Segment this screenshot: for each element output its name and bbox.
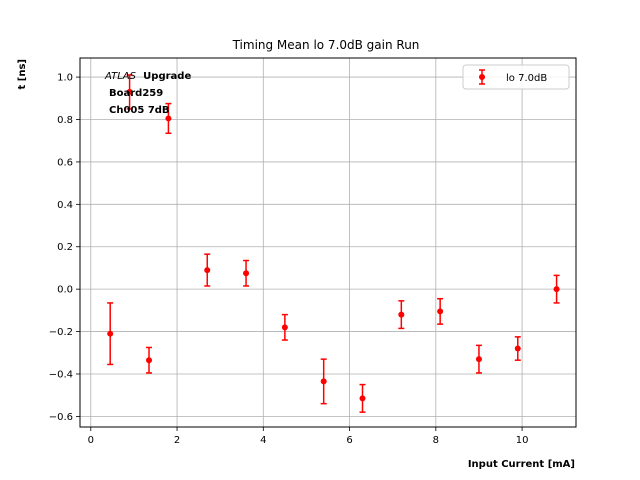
data-point [359, 395, 366, 402]
y-tick-label: 1.0 [57, 73, 73, 84]
atlas-label: ATLAS Upgrade [104, 71, 191, 82]
y-tick-label: −0.2 [49, 327, 73, 338]
y-tick-label: 0.2 [57, 242, 73, 253]
channel-label: Ch005 7dB [109, 105, 170, 116]
data-point [398, 311, 405, 318]
data-point [146, 357, 153, 364]
data-point [514, 345, 521, 352]
data-point [107, 330, 114, 337]
x-axis-label: Input Current [mA] [468, 459, 575, 470]
data-point [165, 115, 172, 122]
x-tick-label: 0 [88, 435, 94, 446]
data-point [243, 270, 250, 277]
chart-title: Timing Mean lo 7.0dB gain Run [232, 38, 420, 52]
upgrade-text: Upgrade [143, 71, 191, 82]
grid [80, 58, 576, 427]
board-label: Board259 [109, 88, 163, 99]
legend-box [462, 64, 570, 90]
data-point [204, 267, 211, 274]
data-point [281, 324, 288, 331]
x-tick-label: 2 [174, 435, 180, 446]
y-axis-label: t [ns] [17, 59, 28, 89]
x-tick-label: 6 [346, 435, 352, 446]
data-point [320, 378, 327, 385]
x-tick-label: 8 [433, 435, 439, 446]
x-tick-label: 4 [260, 435, 266, 446]
legend: lo 7.0dB [462, 64, 570, 90]
data-point [126, 88, 133, 95]
x-tick-label: 10 [516, 435, 529, 446]
y-ticks: −0.6 −0.4 −0.2 0.0 0.2 0.4 0.6 0.8 1.0 [49, 73, 80, 423]
data-point [437, 308, 444, 315]
y-tick-label: 0.4 [57, 200, 73, 211]
y-tick-label: 0.8 [57, 115, 73, 126]
y-tick-label: 0.0 [57, 285, 73, 296]
x-ticks: 0 2 4 6 8 10 [88, 427, 529, 446]
y-tick-label: −0.6 [49, 412, 73, 423]
atlas-text: ATLAS [104, 71, 137, 82]
y-tick-label: 0.6 [57, 157, 73, 168]
plot-frame [79, 57, 577, 428]
atlas-annotation: ATLAS Upgrade Board259 Ch005 7dB [104, 71, 191, 116]
data-point [553, 286, 560, 293]
data-point [475, 356, 482, 363]
y-tick-label: −0.4 [49, 369, 73, 380]
data-points [107, 74, 560, 413]
legend-label: lo 7.0dB [506, 73, 547, 84]
legend-marker [479, 74, 485, 80]
